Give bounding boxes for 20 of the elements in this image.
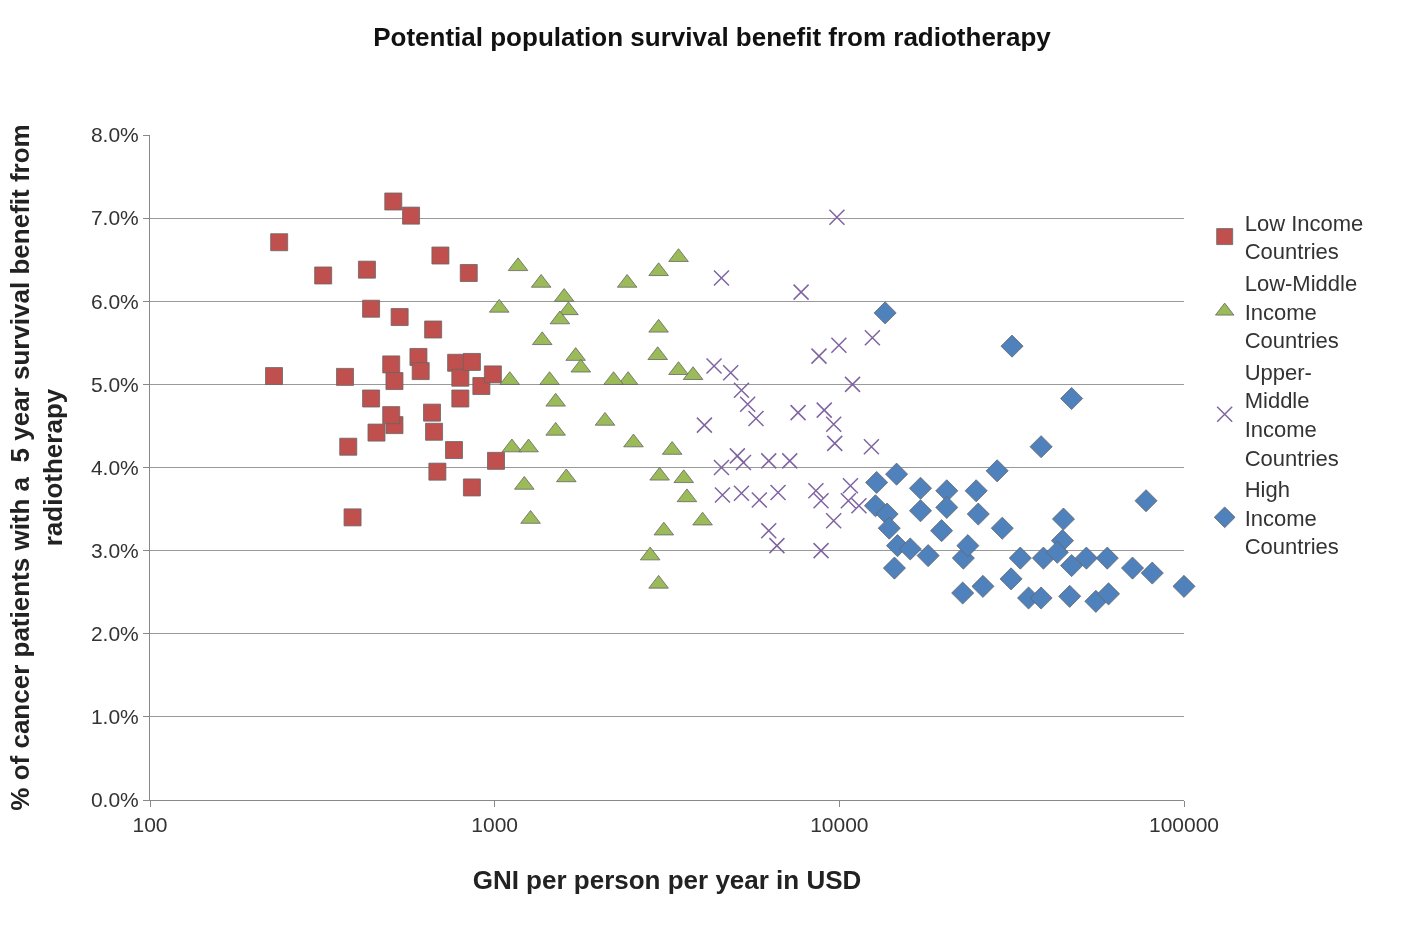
chart-title: Potential population survival benefit from radiotherapy: [373, 21, 1052, 52]
y-axis-title: % of cancer patients with a 5 year survival benefit from radiotherapy: [4, 124, 69, 811]
y-tick-label: 8.0%: [90, 123, 139, 147]
x-tick-label: 10000: [810, 813, 869, 837]
y-tick-label: 4.0%: [90, 455, 139, 479]
legend-label: High Income Countries: [1244, 477, 1339, 560]
y-tick-label: 1.0%: [90, 705, 139, 729]
x-tick-label: 1000: [471, 813, 519, 837]
y-tick-label: 5.0%: [90, 372, 139, 396]
x-tick-label: 100000: [1148, 813, 1220, 837]
y-tick-label: 7.0%: [90, 206, 139, 230]
y-tick-label: 0.0%: [90, 788, 139, 812]
y-tick-label: 2.0%: [90, 622, 139, 646]
y-tick-label: 3.0%: [90, 538, 139, 562]
x-tick-label: 100: [132, 813, 168, 837]
y-tick-label: 6.0%: [90, 289, 139, 313]
x-axis-title: GNI per person per year in USD: [472, 864, 862, 895]
legend-label: Upper-Middle Income Countries: [1244, 359, 1339, 471]
legend-label: Low Income Countries: [1244, 210, 1364, 265]
legend-label: Low-Middle Income Countries: [1244, 271, 1358, 354]
